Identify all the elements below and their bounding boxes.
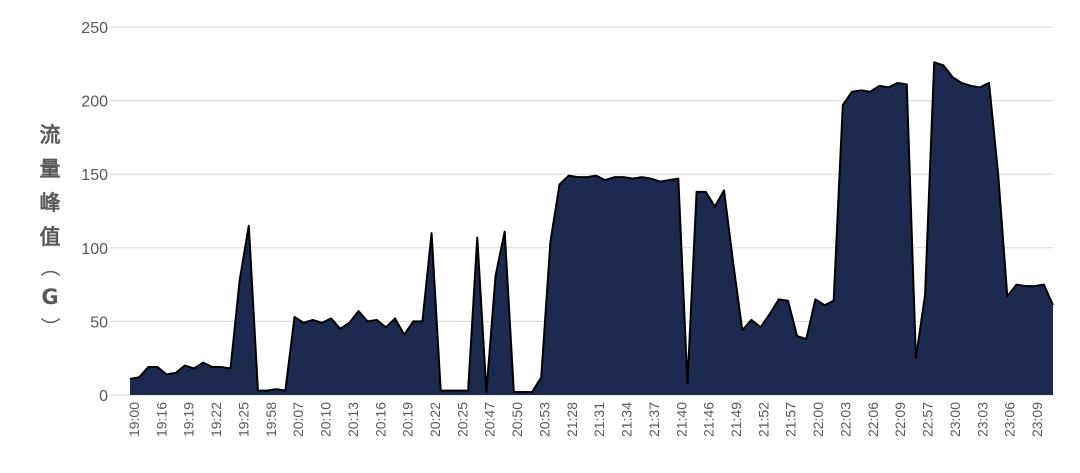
x-tick-label: 21:31	[591, 402, 607, 437]
y-axis-label-char: 量	[39, 157, 61, 181]
x-tick-label: 23:06	[1002, 402, 1018, 437]
y-axis-label-char: 流	[39, 123, 61, 147]
y-axis-label-char: ）	[38, 317, 62, 337]
x-tick-label: 21:28	[564, 402, 580, 437]
plot-area	[129, 61, 1054, 395]
x-tick-label: 21:49	[728, 402, 744, 437]
area-fill	[130, 62, 1053, 395]
x-tick-label: 19:00	[126, 402, 142, 437]
y-axis-label-char: 值	[39, 225, 61, 249]
x-tick-label: 19:58	[263, 402, 279, 437]
x-tick-label: 21:40	[673, 402, 689, 437]
x-tick-label: 21:57	[783, 402, 799, 437]
y-axis-label-char: 峰	[39, 191, 61, 215]
x-tick-label: 23:03	[974, 402, 990, 437]
y-axis-ticks: 0 50 100 150 200 250	[81, 20, 108, 405]
x-tick-label: 22:00	[810, 402, 826, 437]
x-tick-label: 23:00	[947, 402, 963, 437]
y-tick-label: 150	[81, 167, 108, 184]
x-tick-label: 21:46	[701, 402, 717, 437]
x-axis-ticks: 19:00 19:16 19:19 19:22 19:25 19:58 20:07 20:10…	[126, 402, 1045, 437]
x-tick-label: 22:06	[865, 402, 881, 437]
x-tick-label: 21:37	[646, 402, 662, 437]
y-tick-label: 250	[81, 20, 108, 37]
x-tick-label: 19:25	[235, 402, 251, 437]
y-axis-label-char: G	[41, 285, 59, 309]
x-tick-label: 20:07	[290, 402, 306, 437]
y-axis-label: 流量峰值 （ G ）	[34, 118, 66, 340]
x-tick-label: 22:03	[837, 402, 853, 437]
x-tick-label: 20:50	[509, 402, 525, 437]
x-tick-label: 20:19	[400, 402, 416, 437]
y-axis-label-char: （	[38, 257, 62, 277]
x-tick-label: 20:47	[482, 402, 498, 437]
x-tick-label: 20:10	[318, 402, 334, 437]
x-tick-label: 19:16	[153, 402, 169, 437]
y-tick-label: 0	[99, 388, 108, 405]
y-tick-label: 50	[90, 314, 108, 331]
y-tick-label: 200	[81, 94, 108, 111]
x-tick-label: 20:13	[345, 402, 361, 437]
x-tick-label: 22:09	[892, 402, 908, 437]
x-tick-label: 19:22	[208, 402, 224, 437]
x-tick-label: 21:34	[619, 402, 635, 437]
x-tick-label: 19:19	[181, 402, 197, 437]
y-tick-label: 100	[81, 241, 108, 258]
x-tick-label: 21:52	[755, 402, 771, 437]
x-tick-label: 20:53	[536, 402, 552, 437]
x-tick-label: 22:57	[920, 402, 936, 437]
x-tick-label: 20:22	[427, 402, 443, 437]
x-tick-label: 23:09	[1029, 402, 1045, 437]
series-line	[129, 61, 1054, 394]
x-tick-label: 20:16	[372, 402, 388, 437]
x-tick-label: 20:25	[454, 402, 470, 437]
